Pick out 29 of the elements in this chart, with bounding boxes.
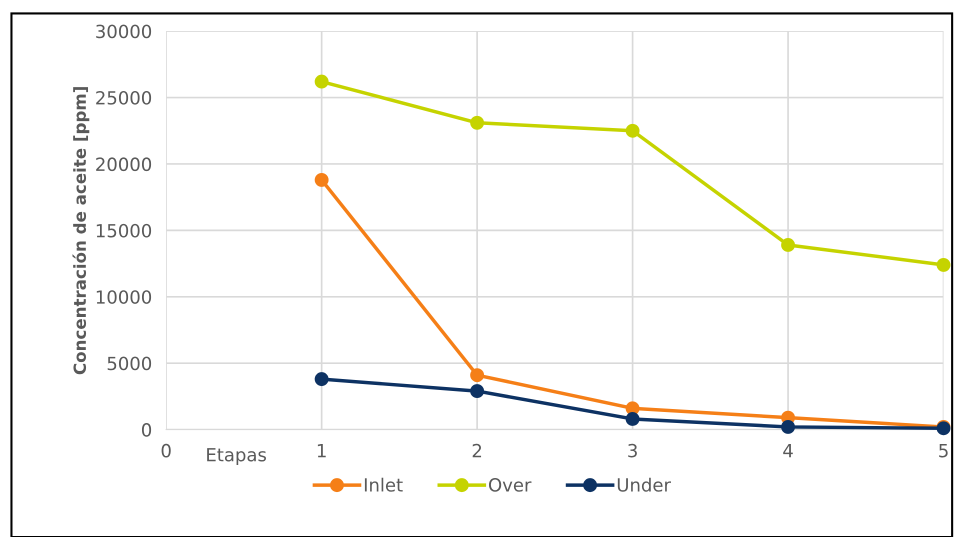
- y-tick-label: 25000: [96, 91, 152, 105]
- y-tick-label: 0: [142, 423, 152, 437]
- legend-label: Inlet: [364, 478, 403, 492]
- y-tick-label: 5000: [108, 356, 152, 370]
- x-axis-title: Etapas: [207, 448, 266, 466]
- point: [314, 172, 329, 187]
- y-tick-label: 10000: [96, 290, 152, 304]
- point: [314, 74, 329, 89]
- point: [626, 124, 640, 138]
- x-tick-label: 0: [162, 444, 171, 458]
- x-tick-label: 2: [472, 444, 482, 458]
- y-tick-label: 15000: [96, 224, 152, 238]
- x-tick-label: 5: [939, 444, 948, 458]
- point: [470, 384, 484, 398]
- point: [470, 368, 484, 382]
- point: [470, 116, 484, 130]
- point: [314, 372, 329, 386]
- x-tick-label: 4: [783, 444, 793, 458]
- point: [781, 238, 796, 252]
- x-tick-label: 1: [318, 444, 326, 458]
- y-tick-label: 20000: [96, 157, 152, 172]
- point: [781, 420, 796, 434]
- y-axis-title: Concentración de aceite [ppm]: [72, 87, 90, 374]
- point: [936, 258, 950, 272]
- x-tick-label: 3: [628, 444, 637, 458]
- legend-label: Under: [618, 478, 671, 492]
- legend-label: Over: [489, 478, 532, 492]
- point: [626, 412, 640, 426]
- y-tick-label: 30000: [96, 24, 152, 38]
